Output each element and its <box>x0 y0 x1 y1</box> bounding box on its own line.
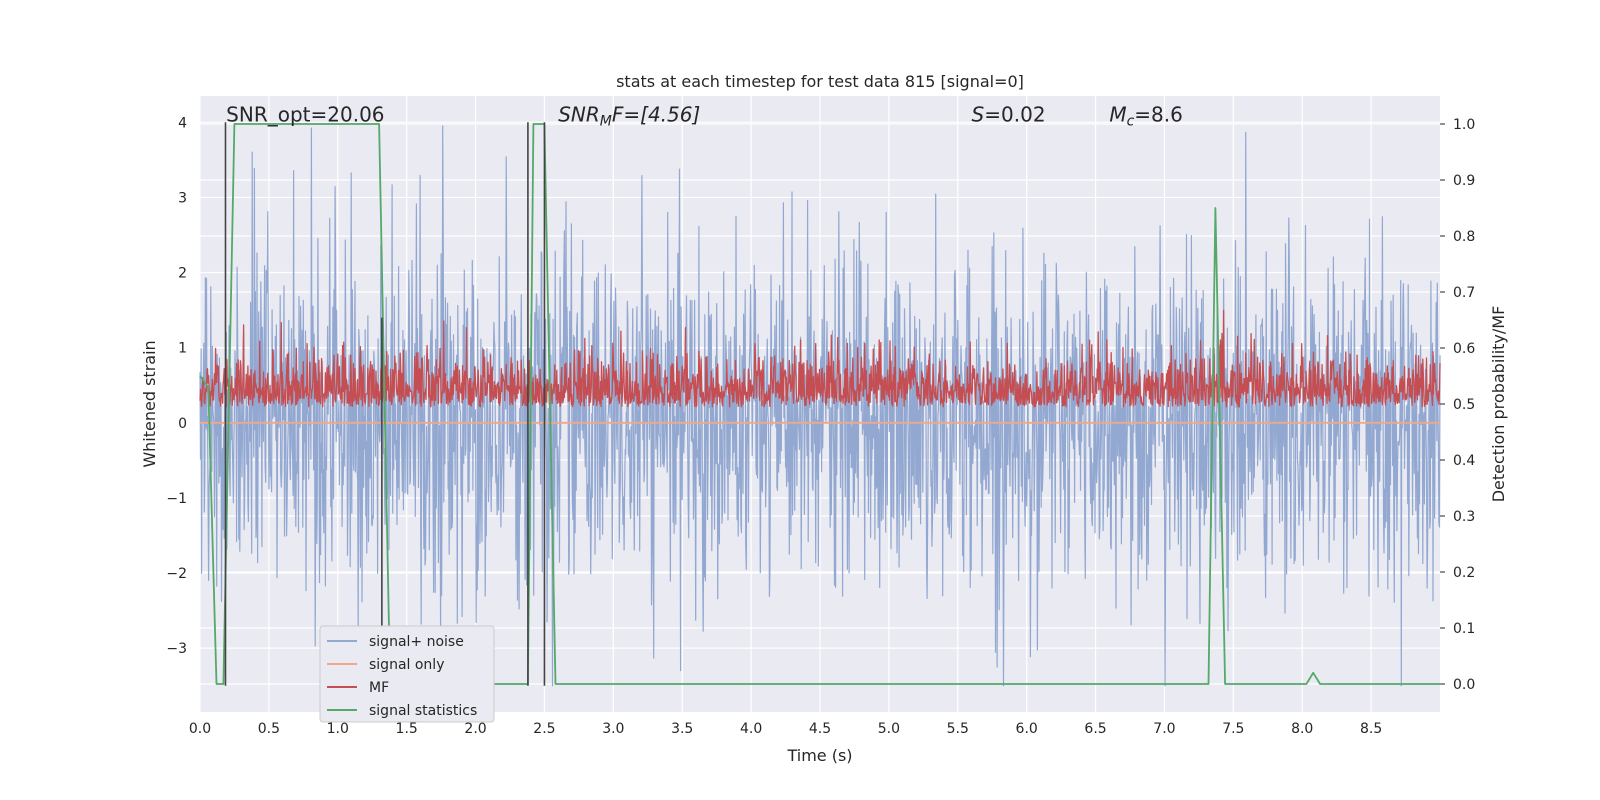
annotation-tail: F=[4.56] <box>612 102 700 126</box>
y-axis-right-label: Detection probability/MF <box>1489 306 1508 503</box>
annotation-tail: =0.02 <box>984 102 1045 126</box>
x-tick-label: 4.0 <box>740 721 762 737</box>
legend-box <box>319 625 495 723</box>
y-right-tick-label: 0.3 <box>1453 509 1475 525</box>
x-tick-label: 6.5 <box>1084 721 1106 737</box>
y-right-tick-label: 1.0 <box>1453 117 1475 133</box>
x-tick-label: 0.5 <box>258 721 280 737</box>
y-right-tick-label: 0.6 <box>1453 341 1475 357</box>
annotation-0: SNR_opt=20.06 <box>226 102 384 126</box>
y-left-tick-label: 2 <box>178 266 187 282</box>
y-left-tick-label: 0 <box>178 416 187 432</box>
legend-label: signal only <box>369 657 444 673</box>
legend-label: signal+ noise <box>369 634 464 650</box>
x-tick-label: 7.0 <box>1153 721 1175 737</box>
x-axis-label: Time (s) <box>786 746 852 765</box>
y-right-tick-label: 0.0 <box>1453 677 1475 693</box>
y-left-tick-label: −2 <box>166 566 187 582</box>
y-left-tick-label: 3 <box>178 190 187 206</box>
x-tick-label: 2.0 <box>464 721 486 737</box>
annotation-1: SNRMF=[4.56] <box>558 102 700 129</box>
legend-label: signal statistics <box>369 703 477 719</box>
x-tick-label: 1.0 <box>327 721 349 737</box>
annotation-main: M <box>1109 102 1126 126</box>
legend: signal+ noise signal only MF signal statist… <box>319 625 495 723</box>
y-right-tick-label: 0.5 <box>1453 397 1475 413</box>
y-right-tick-label: 0.2 <box>1453 565 1475 581</box>
series-line-2 <box>199 309 1441 408</box>
annotation-main: S <box>972 102 985 126</box>
y-left-tick-label: 1 <box>178 341 187 357</box>
x-tick-label: 2.5 <box>533 721 555 737</box>
x-tick-label: 6.0 <box>1016 721 1038 737</box>
x-tick-label: 0.0 <box>189 721 211 737</box>
annotation-subscript: M <box>600 113 612 129</box>
y-axis-left-label: Whitened strain <box>140 340 159 467</box>
annotation-tail: =8.6 <box>1134 102 1183 126</box>
x-tick-label: 3.5 <box>671 721 693 737</box>
y-right-tick-label: 0.8 <box>1453 229 1475 245</box>
x-tick-label: 7.5 <box>1222 721 1244 737</box>
annotation-main: SNR_opt=20.06 <box>226 102 384 126</box>
y-left-tick-label: −1 <box>166 491 187 507</box>
series-line-0 <box>199 125 1441 687</box>
y-right-tick-label: 0.1 <box>1453 621 1475 637</box>
x-tick-label: 3.0 <box>602 721 624 737</box>
x-tick-label: 8.5 <box>1360 721 1382 737</box>
axes: 0.0 0.5 1.0 1.5 2.0 2.5 3.0 3.5 4.0 4.5 5.0 5.5 6.0 6… <box>166 115 1475 737</box>
annotation-2: S=0.02 <box>972 102 1046 126</box>
x-tick-label: 5.0 <box>878 721 900 737</box>
chart-title: stats at each timestep for test data 815… <box>616 72 1024 91</box>
x-tick-label: 5.5 <box>947 721 969 737</box>
x-tick-label: 1.5 <box>396 721 418 737</box>
annotation-3: Mc=8.6 <box>1109 102 1183 129</box>
legend-label: MF <box>369 680 389 696</box>
y-left-tick-label: 4 <box>178 115 187 131</box>
y-left-tick-label: −3 <box>166 641 187 657</box>
annotation-main: SNR <box>558 102 600 126</box>
y-right-tick-label: 0.9 <box>1453 173 1475 189</box>
vertical-markers <box>224 122 546 686</box>
y-right-tick-label: 0.4 <box>1453 453 1475 469</box>
y-right-tick-label: 0.7 <box>1453 285 1475 301</box>
x-tick-label: 4.5 <box>809 721 831 737</box>
annotation-subscript: c <box>1127 113 1135 129</box>
annotations: SNR_opt=20.06 SNRMF=[4.56] S=0.02 Mc=8.6 <box>226 102 1183 129</box>
x-tick-label: 8.0 <box>1291 721 1313 737</box>
